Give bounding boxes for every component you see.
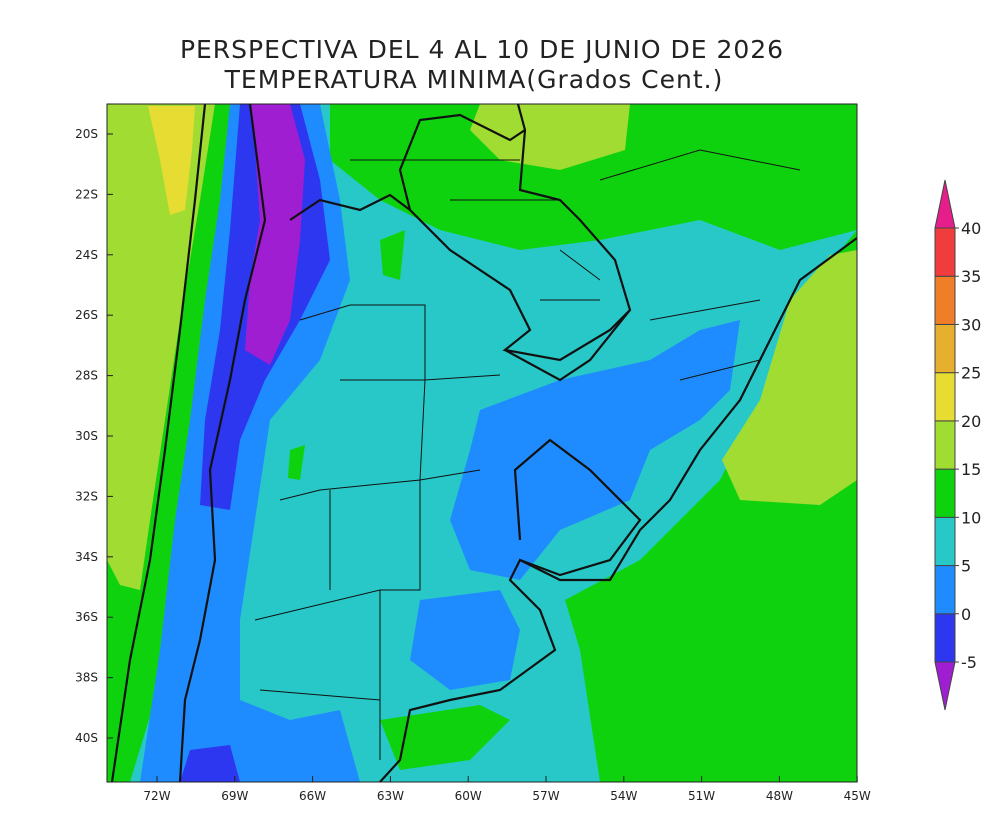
colorbar-bin: [934, 275, 956, 325]
lat-tick-label: 26S: [75, 308, 98, 322]
lat-tick-label: 24S: [75, 248, 98, 262]
country-border: [289, 104, 632, 362]
lon-tick-label: 69W: [221, 789, 248, 803]
lat-tick-label: 28S: [75, 369, 98, 383]
colorbar-label: 15: [961, 460, 981, 479]
region: [410, 590, 520, 690]
lat-tick-label: 36S: [75, 610, 98, 624]
colorbar-bin: [934, 661, 956, 711]
colorbar-label: 10: [961, 508, 981, 527]
lon-tick-label: 48W: [766, 789, 793, 803]
colorbar-label: 5: [961, 557, 971, 576]
colorbar-bin: [934, 179, 956, 229]
lon-tick-label: 51W: [688, 789, 715, 803]
colorbar-bin: [934, 372, 956, 422]
colorbar-label: 20: [961, 412, 981, 431]
lat-tick-label: 40S: [75, 731, 98, 745]
subtitle: TEMPERATURA MINIMA(Grados Cent.): [224, 65, 724, 94]
colorbar-bin: [934, 227, 956, 277]
lon-tick-label: 45W: [844, 789, 871, 803]
title: PERSPECTIVA DEL 4 AL 10 DE JUNIO DE 2026: [180, 35, 784, 64]
map-frame: [106, 103, 858, 783]
lat-tick-label: 34S: [75, 550, 98, 564]
country-border: [178, 104, 267, 782]
province-border: [254, 304, 501, 760]
map: [107, 104, 857, 782]
colorbar-label: 0: [961, 605, 971, 624]
country-border: [504, 309, 631, 382]
lon-tick-label: 72W: [143, 789, 170, 803]
region: [722, 250, 857, 505]
lon-tick-label: 60W: [455, 789, 482, 803]
region: [180, 745, 240, 782]
region: [380, 230, 405, 280]
colorbar-bin: [934, 613, 956, 663]
lon-tick-label: 66W: [299, 789, 326, 803]
colorbar: -5 0 5 10 15 20 25 30 35 40: [934, 179, 981, 711]
colorbar-bin: [934, 565, 956, 615]
region: [330, 104, 857, 250]
lat-tick-label: 32S: [75, 489, 98, 503]
lat-tick-label: 30S: [75, 429, 98, 443]
colorbar-label: -5: [961, 653, 977, 672]
colorbar-bin: [934, 420, 956, 470]
lat-tick-label: 38S: [75, 671, 98, 685]
lon-tick-label: 57W: [532, 789, 559, 803]
country-border: [513, 438, 642, 577]
region: [148, 106, 195, 215]
colorbar-bin: [934, 323, 956, 374]
region: [470, 104, 630, 170]
province-border: [350, 149, 801, 381]
region: [107, 104, 215, 590]
colorbar-bin: [934, 516, 956, 567]
colorbar-label: 35: [961, 267, 981, 286]
colorbar-label: 30: [961, 315, 981, 334]
region: [288, 445, 305, 480]
coastline: [110, 104, 207, 782]
country-border: [398, 113, 526, 211]
colorbar-label: 25: [961, 364, 981, 383]
region: [380, 705, 510, 770]
coastline: [379, 237, 857, 782]
lon-tick-label: 54W: [610, 789, 637, 803]
lat-tick-label: 22S: [75, 187, 98, 201]
region: [245, 104, 305, 365]
axes: 20S 22S 24S 26S 28S 30S 32S 34S 36S 38S 40S 72W 69W 6…: [75, 127, 871, 803]
lon-tick-label: 63W: [377, 789, 404, 803]
lat-tick-label: 20S: [75, 127, 98, 141]
colorbar-label: 40: [961, 219, 981, 238]
region: [450, 320, 740, 580]
colorbar-bin: [934, 468, 956, 518]
